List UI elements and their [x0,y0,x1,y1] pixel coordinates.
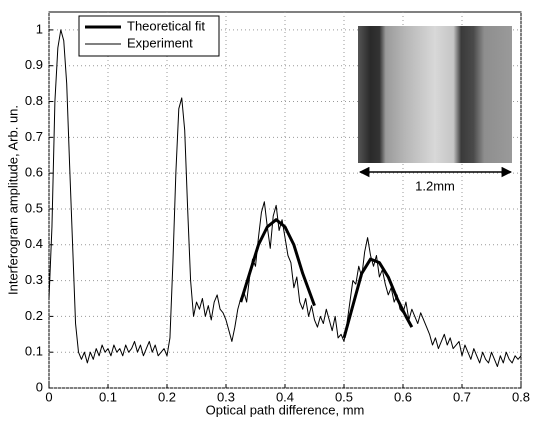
y-tick-label: 0.9 [25,57,43,72]
x-tick-label: 0.5 [335,389,353,404]
y-tick-label: 0.2 [25,308,43,323]
y-tick-label: 0.1 [25,344,43,359]
y-tick-label: 1 [36,21,43,36]
inset-image [358,26,512,163]
x-tick-label: 0.8 [512,389,530,404]
series-line [48,29,522,368]
x-tick-label: 0.2 [158,389,176,404]
x-tick-label: 0 [45,389,52,404]
x-tick-label: 0.7 [453,389,471,404]
y-axis-label: Interferogram amplitude, Arb. un. [5,105,20,295]
legend-box [78,15,220,57]
y-tick-label: 0.4 [25,236,43,251]
annotation: 1.2mm [415,178,455,193]
x-axis-label: Optical path difference, mm [206,402,365,417]
y-tick-label: 0 [36,379,43,394]
series-line [239,218,414,339]
y-tick-label: 0.5 [25,200,43,215]
y-tick-label: 0.6 [25,165,43,180]
x-tick-label: 0.4 [276,389,294,404]
y-tick-label: 0.3 [25,272,43,287]
x-tick-label: 0.3 [217,389,235,404]
x-tick-label: 0.6 [394,389,412,404]
x-tick-label: 0.1 [99,389,117,404]
y-tick-label: 0.8 [25,93,43,108]
y-tick-label: 0.7 [25,129,43,144]
legend-label: Experiment [127,35,193,50]
legend-label: Theoretical fit [127,18,205,33]
